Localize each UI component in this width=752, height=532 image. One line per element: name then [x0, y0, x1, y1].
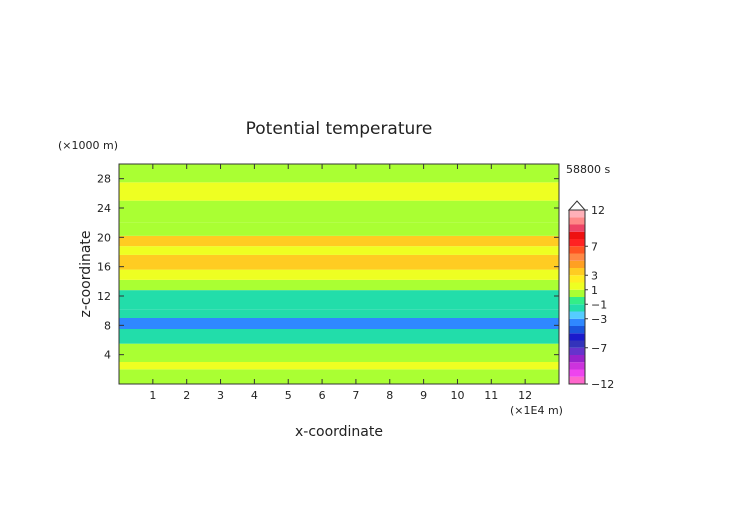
colorbar-tick-label: −3	[591, 313, 607, 326]
x-tick-label: 9	[420, 389, 427, 402]
x-tick-label: 2	[183, 389, 190, 402]
x-tick-label: 7	[352, 389, 359, 402]
y-axis-label: z-coordinate	[78, 230, 94, 317]
field-band-9	[119, 254, 559, 270]
colorbar-tick-label: −12	[591, 378, 614, 391]
colorbar-tick-label: −1	[591, 298, 607, 311]
x-tick-label: 1	[149, 389, 156, 402]
colorbar-segment	[569, 326, 585, 334]
y-tick-label: 4	[104, 349, 111, 362]
colorbar-tick-label: 7	[591, 240, 598, 253]
x-tick-label: 11	[484, 389, 498, 402]
y-tick-label: 20	[97, 231, 111, 244]
field-band-0	[119, 369, 559, 384]
x-tick-label: 12	[518, 389, 532, 402]
field-band-13	[119, 200, 559, 223]
field-band-15	[119, 164, 559, 183]
colorbar-segment	[569, 282, 585, 290]
field-band-2	[119, 343, 559, 362]
plot-frame	[118, 163, 560, 385]
colorbar-segment	[569, 369, 585, 377]
field-band-12	[119, 222, 559, 236]
colorbar-segment	[569, 362, 585, 370]
colorbar-segment	[569, 224, 585, 232]
colorbar-extend-arrow	[567, 200, 587, 211]
field-band-10	[119, 246, 559, 255]
field-band-5	[119, 309, 559, 318]
colorbar-segment	[569, 297, 585, 305]
colorbar-tick-label: −7	[591, 342, 607, 355]
colorbar-tick-label: 1	[591, 284, 598, 297]
colorbar-segment	[569, 246, 585, 254]
time-label: 58800 s	[566, 163, 610, 176]
field-band-8	[119, 269, 559, 280]
field-band-3	[119, 329, 559, 344]
x-tick-label: 10	[450, 389, 464, 402]
colorbar: 12 7 3 1−1 −3 −7 −12	[567, 200, 614, 391]
colorbar-segment	[569, 340, 585, 348]
colorbar-segment	[569, 217, 585, 225]
colorbar-segment	[569, 333, 585, 341]
chart-title: Potential temperature	[246, 119, 433, 139]
y-tick-label: 24	[97, 202, 111, 215]
colorbar-segment	[569, 376, 585, 384]
colorbar-tick-label: 12	[591, 204, 605, 217]
x-tick-label: 4	[251, 389, 258, 402]
x-axis: 1 2 3 4 5 6 7 8 9 10 11 12	[149, 164, 532, 402]
colorbar-segment	[569, 268, 585, 276]
x-tick-label: 5	[285, 389, 292, 402]
x-unit-label: (×1E4 m)	[510, 404, 563, 417]
colorbar-segment	[569, 275, 585, 283]
colorbar-segment	[569, 289, 585, 297]
x-axis-label: x-coordinate	[295, 424, 383, 440]
x-tick-label: 3	[217, 389, 224, 402]
x-tick-label: 8	[386, 389, 393, 402]
field-band-4	[119, 318, 559, 329]
field-band-1	[119, 362, 559, 370]
field-band-6	[119, 290, 559, 310]
colorbar-segment	[569, 260, 585, 268]
field-band-11	[119, 235, 559, 247]
y-unit-label: (×1000 m)	[58, 139, 118, 152]
colorbar-segment	[569, 318, 585, 326]
colorbar-segment	[569, 304, 585, 312]
y-tick-label: 8	[104, 319, 111, 332]
y-axis: 4 8 12 16 20 24 28	[97, 173, 559, 362]
field-band-14	[119, 182, 559, 201]
colorbar-segment	[569, 231, 585, 239]
colorbar-segment	[569, 253, 585, 261]
y-tick-label: 16	[97, 261, 111, 274]
x-tick-label: 6	[319, 389, 326, 402]
colorbar-segment	[569, 355, 585, 363]
colorbar-tick-label: 3	[591, 269, 598, 282]
plot-area	[119, 164, 559, 384]
colorbar-segment	[569, 311, 585, 319]
colorbar-segment	[569, 239, 585, 247]
colorbar-segment	[569, 347, 585, 355]
y-tick-label: 28	[97, 173, 111, 186]
y-tick-label: 12	[97, 290, 111, 303]
colorbar-segment	[569, 210, 585, 218]
field-band-7	[119, 279, 559, 291]
